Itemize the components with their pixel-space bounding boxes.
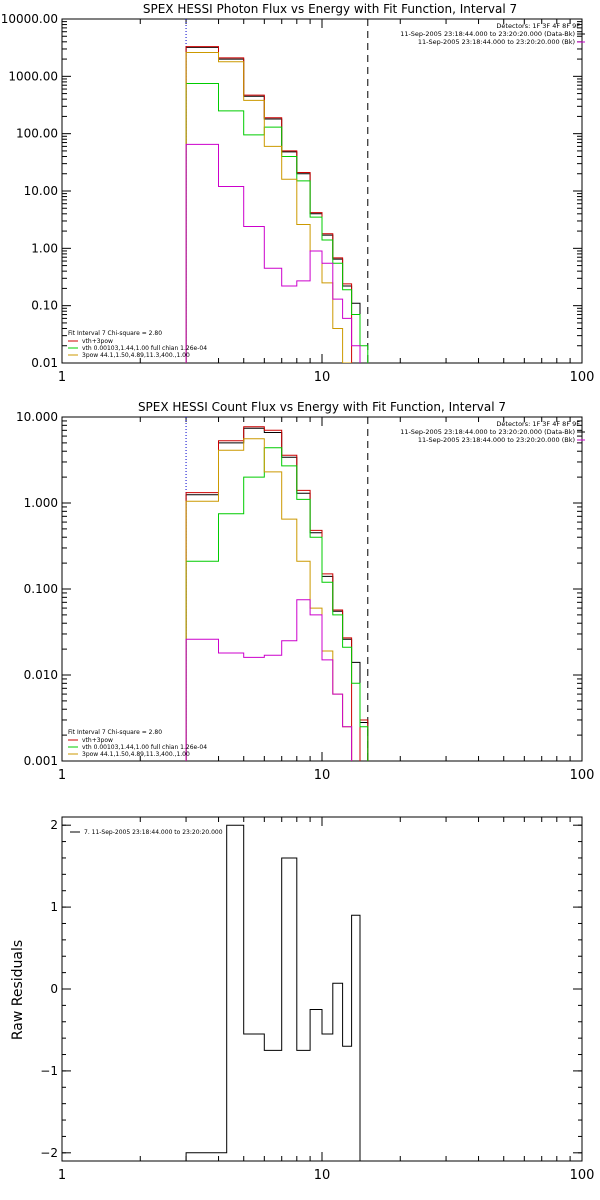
- count-flux-series-2-line: [185, 426, 369, 761]
- photon-flux-series-5-line: [185, 143, 361, 363]
- count-flux-y-tick-label: 1.000: [24, 496, 58, 510]
- photon-flux-y-tick-label: 0.01: [31, 356, 58, 370]
- photon-flux-axes-frame: [61, 18, 583, 364]
- count-flux-info-line-1: Detectors: 1F 3F 4F 8F 9F: [496, 420, 580, 428]
- count-flux-x-tick-label: 100: [570, 768, 595, 783]
- photon-flux-plot: 1 10 100 0.01 0.10 1.00 10.00 100.00 1000.00 1000…: [1, 12, 595, 385]
- count-flux-info-line-2: 11-Sep-2005 23:18:44.000 to 23:20:20.000…: [400, 428, 575, 436]
- photon-flux-series-2-line: [185, 46, 353, 363]
- photon-flux-y-tick-label: 100.00: [16, 127, 58, 141]
- count-flux-legend-entry-3: 3pow 44.1,1.50,4.89,11.3,400.,1.00: [82, 751, 190, 758]
- residuals-legend-entry: 7. 11-Sep-2005 23:18:44.000 to 23:20:20.…: [84, 829, 223, 836]
- count-flux-y-tick-label: 10.000: [16, 410, 58, 424]
- photon-flux-x-tick-label: 1: [58, 370, 66, 385]
- photon-flux-info-line-3: 11-Sep-2005 23:18:44.000 to 23:20:20.000…: [418, 38, 575, 46]
- count-flux-x-tick-label: 1: [58, 768, 66, 783]
- residuals-y-tick-label: −2: [40, 1146, 58, 1160]
- photon-flux-legend-header: Fit Interval 7 Chi-square = 2.80: [68, 330, 162, 337]
- count-flux-x-tick-label: 10: [314, 768, 331, 783]
- photon-flux-y-tick-label: 1.00: [31, 241, 58, 255]
- residuals-x-tick-label: 10: [314, 1168, 331, 1183]
- count-flux-y-tick-label: 0.001: [24, 754, 58, 768]
- residuals-x-tick-label: 100: [570, 1168, 595, 1183]
- photon-flux-legend-entry-1: vth+3pow: [82, 338, 113, 345]
- count-flux-y-tick-label: 0.010: [24, 668, 58, 682]
- count-flux-y-tick-label: 0.100: [24, 582, 58, 596]
- photon-flux-panel: SPEX HESSI Photon Flux vs Energy with Fi…: [1, 2, 595, 385]
- photon-flux-y-tick-label: 10.00: [24, 184, 58, 198]
- residuals-plot: 1 10 100 −2 −1 0 1 2: [40, 816, 595, 1183]
- count-flux-legend-entry-2: vth 0.00103,1.44,1.00 full chian 1.26e-0…: [82, 744, 207, 751]
- count-flux-series-4-line: [185, 438, 353, 761]
- count-flux-panel: SPEX HESSI Count Flux vs Energy with Fit…: [16, 400, 594, 783]
- photon-flux-legend-entry-3: 3pow 44.1,1.50,4.89,11.3,400.,1.00: [82, 352, 190, 359]
- count-flux-axes-frame: [61, 416, 583, 762]
- photon-flux-y-tick-label: 1000.00: [8, 69, 58, 83]
- count-flux-series-1-line: [185, 427, 369, 761]
- count-flux-legend-entry-1: vth+3pow: [82, 737, 113, 744]
- count-flux-series-3-line: [185, 447, 369, 761]
- residuals-panel: 1 10 100 −2 −1 0 1 2 Raw Residuals 7. 11-Sep-20…: [10, 816, 595, 1183]
- residuals-y-tick-label: 0: [50, 982, 58, 996]
- photon-flux-y-tick-label: 10000.00: [1, 12, 58, 26]
- residuals-y-tick-label: 1: [50, 900, 58, 914]
- photon-flux-x-tick-label: 100: [570, 370, 595, 385]
- residuals-ylabel: Raw Residuals: [10, 940, 26, 1040]
- photon-flux-y-tick-label: 0.10: [31, 299, 58, 313]
- count-flux-legend-header: Fit Interval 7 Chi-square = 2.80: [68, 729, 162, 736]
- photon-flux-series-4-line: [185, 52, 352, 363]
- photon-flux-series-3-line: [185, 83, 369, 363]
- photon-flux-info-line-1: Detectors: 1F 3F 4F 8F 9F: [496, 22, 580, 30]
- residuals-x-tick-label: 1: [58, 1168, 66, 1183]
- residuals-y-tick-label: 2: [50, 818, 58, 832]
- residuals-y-tick-label: −1: [40, 1064, 58, 1078]
- photon-flux-title: SPEX HESSI Photon Flux vs Energy with Fi…: [143, 2, 517, 16]
- count-flux-title: SPEX HESSI Count Flux vs Energy with Fit…: [138, 400, 506, 414]
- photon-flux-info-line-2: 11-Sep-2005 23:18:44.000 to 23:20:20.000…: [400, 30, 575, 38]
- count-flux-series-5-line: [185, 599, 361, 761]
- residuals-series-1-line: [185, 824, 361, 1161]
- residuals-axes-frame: [61, 816, 583, 1162]
- photon-flux-legend-entry-2: vth 0.00103,1.44,1.00 full chian 1.26e-0…: [82, 345, 207, 352]
- count-flux-info-line-3: 11-Sep-2005 23:18:44.000 to 23:20:20.000…: [418, 436, 575, 444]
- count-flux-plot: 1 10 100 0.001 0.010 0.100 1.000 10.000: [16, 410, 594, 783]
- photon-flux-series-1-line: [185, 46, 361, 363]
- photon-flux-x-tick-label: 10: [314, 370, 331, 385]
